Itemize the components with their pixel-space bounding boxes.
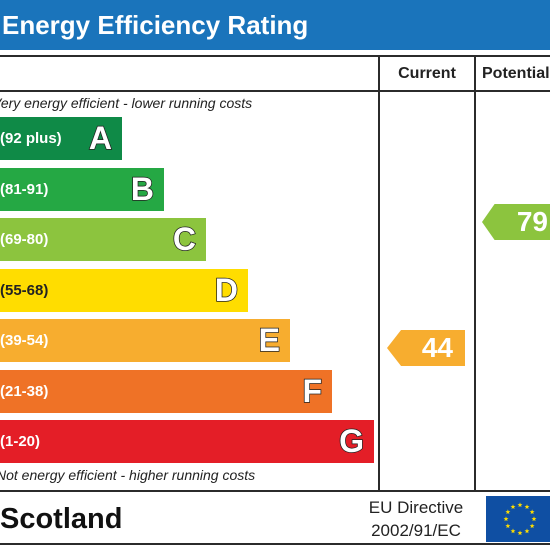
potential-rating-value: 79: [516, 206, 548, 237]
eu-star-icon: [517, 502, 523, 508]
band-a: (92 plus) A: [0, 117, 122, 160]
page-title: Energy Efficiency Rating: [0, 0, 550, 50]
band-b-letter: B: [130, 170, 155, 208]
band-a-range: (92 plus): [0, 130, 62, 147]
eu-star-icon: [505, 509, 511, 515]
eu-star-icon: [529, 523, 535, 529]
top-note: Very energy efficient - lower running co…: [0, 95, 253, 111]
directive-line-2: 2002/91/EC: [371, 521, 461, 540]
band-d: (55-68) D: [0, 268, 248, 312]
band-e-range: (39-54): [0, 332, 49, 349]
eu-star-icon: [503, 516, 509, 522]
current-rating-value: 44: [421, 332, 453, 363]
eu-stars-icon: [503, 502, 537, 536]
band-c-letter: C: [172, 220, 197, 258]
region-label: Scotland: [0, 503, 123, 535]
band-f: (21-38) F: [0, 369, 332, 413]
eu-star-icon: [510, 504, 516, 509]
column-divider-potential: [474, 55, 476, 491]
band-d-letter: D: [214, 271, 239, 309]
band-g-letter: G: [338, 422, 364, 460]
band-d-range: (55-68): [0, 281, 49, 299]
band-g: (1-20) G: [0, 420, 374, 463]
band-c-range: (69-80): [0, 231, 49, 248]
eu-star-icon: [505, 523, 511, 529]
band-c: (69-80) C: [0, 218, 206, 261]
band-f-letter: F: [302, 372, 323, 410]
eu-star-icon: [524, 528, 530, 534]
eu-star-icon: [531, 516, 537, 522]
potential-rating-arrow: 79: [482, 204, 550, 240]
eu-star-icon: [524, 504, 530, 509]
current-column-header: Current: [398, 65, 456, 82]
bottom-note: Not energy efficient - higher running co…: [0, 467, 256, 483]
eu-star-icon: [510, 528, 516, 534]
eu-star-icon: [529, 509, 535, 515]
footer-divider: [0, 490, 550, 492]
directive-line-1: EU Directive: [368, 498, 464, 517]
potential-column-header: Potential: [482, 65, 550, 82]
band-b: (81-91) B: [0, 167, 164, 211]
rating-table-frame: [0, 55, 550, 545]
column-divider-current: [378, 55, 380, 491]
band-a-letter: A: [88, 119, 113, 157]
band-e: (39-54) E: [0, 319, 290, 362]
eu-flag: [486, 496, 550, 542]
band-f-range: (21-38): [0, 382, 49, 400]
band-e-letter: E: [258, 321, 281, 359]
eu-star-icon: [517, 530, 523, 536]
band-b-range: (81-91): [0, 180, 49, 198]
band-g-range: (1-20): [0, 433, 41, 450]
title-text: Energy Efficiency Rating: [2, 10, 309, 40]
header-row-divider: [0, 90, 550, 92]
current-rating-arrow: 44: [387, 330, 465, 366]
